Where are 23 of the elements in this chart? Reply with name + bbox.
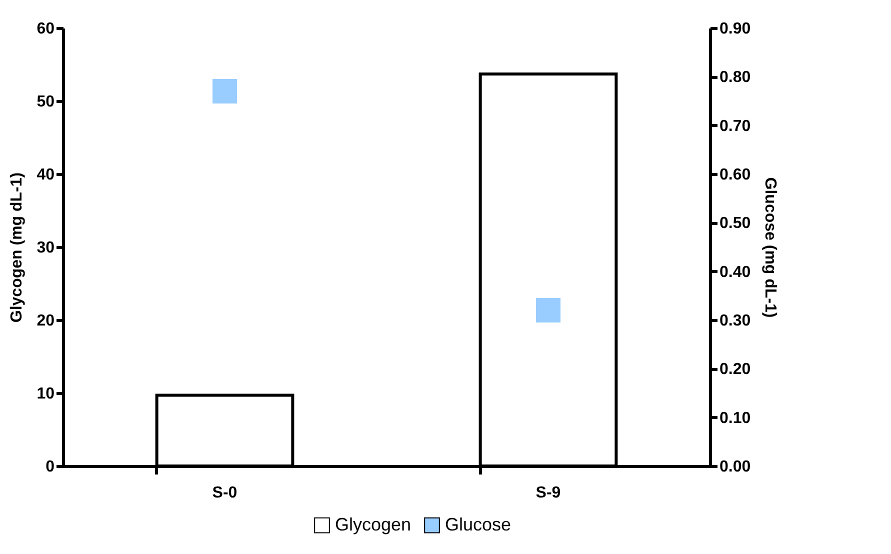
y2-tick-label: 0.90: [720, 20, 751, 38]
y-tick-label: 10: [36, 386, 55, 402]
y-tick-label: 40: [36, 166, 55, 184]
x-tick-label: S-9: [536, 484, 561, 502]
y-tick-label: 30: [36, 240, 55, 256]
y2-tick-label: 0.40: [720, 264, 751, 281]
x-tick-label: S-0: [212, 484, 238, 502]
y-tick-label: 20: [36, 312, 55, 330]
y-tick-label: 50: [36, 94, 55, 110]
y2-tick-label: 0.10: [720, 410, 751, 427]
y-axis-title: Glycogen (mg dL-1): [8, 172, 26, 323]
legend-label: Glucose: [445, 514, 512, 534]
y2-tick-label: 0.60: [720, 166, 751, 184]
y-tick-label: 0: [46, 458, 55, 476]
legend-label: Glycogen: [335, 514, 412, 534]
y2-axis-title: Glucose (mg dL-1): [762, 177, 779, 318]
y2-tick-label: 0.00: [720, 458, 751, 476]
y2-tick-label: 0.80: [720, 69, 751, 86]
y-tick-label: 60: [36, 20, 55, 38]
y2-tick-label: 0.50: [720, 215, 751, 232]
y2-tick-label: 0.30: [720, 312, 751, 330]
y2-tick-label: 0.20: [720, 361, 751, 378]
y2-tick-label: 0.70: [720, 118, 751, 135]
